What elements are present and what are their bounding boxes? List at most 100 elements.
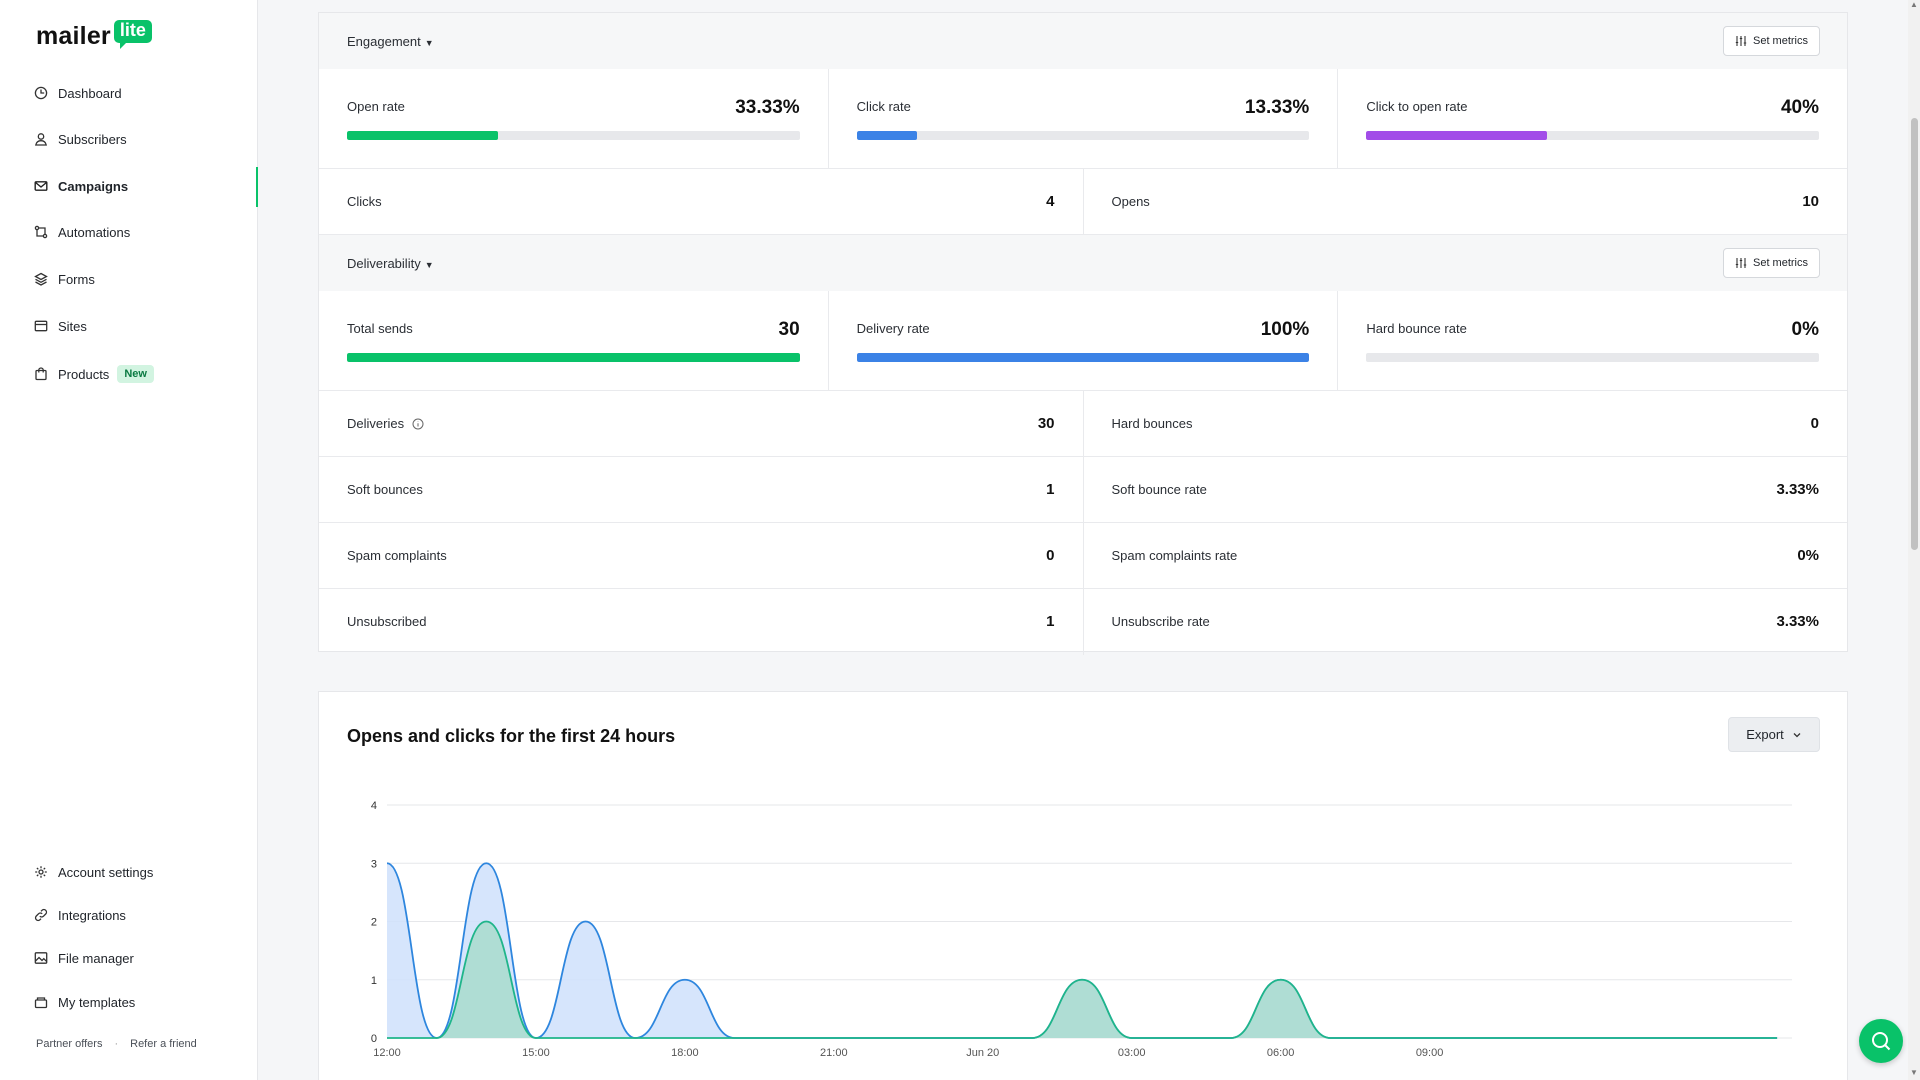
y-tick-label: 0 [371, 1033, 377, 1045]
engagement-title: Engagement [347, 33, 421, 49]
soft-bounce-rate-stat: Soft bounce rate 3.33% [1084, 457, 1848, 522]
mailerlite-logo[interactable]: mailer lite [36, 20, 152, 51]
engagement-dropdown[interactable]: Engagement ▼ [347, 34, 434, 49]
nav-dashboard[interactable]: Dashboard [34, 81, 122, 105]
spam-complaints-rate-stat: Spam complaints rate 0% [1084, 523, 1848, 588]
soft-bounce-rate-value: 3.33% [1776, 481, 1819, 498]
clicks-value: 4 [1046, 193, 1055, 210]
spam-complaints-stat: Spam complaints 0 [319, 523, 1084, 588]
deliverability-rates-row: Total sends 30 Delivery rate 100% Hard b… [319, 291, 1847, 391]
logo-text: mailer [36, 22, 111, 50]
total-sends-bar [347, 353, 800, 362]
opens-clicks-chart-card: Opens and clicks for the first 24 hours … [318, 691, 1848, 1080]
engagement-set-metrics-button[interactable]: Set metrics [1722, 26, 1820, 56]
partner-offers-link[interactable]: Partner offers [36, 1038, 103, 1050]
caret-down-icon: ▼ [424, 37, 434, 48]
deliverability-row-3: Spam complaints 0 Spam complaints rate 0… [319, 523, 1847, 589]
export-button[interactable]: Export [1728, 717, 1820, 752]
export-label: Export [1746, 727, 1784, 742]
deliverability-dropdown[interactable]: Deliverability ▼ [347, 256, 434, 271]
chart-title: Opens and clicks for the first 24 hours [347, 726, 676, 746]
sliders-icon [1735, 258, 1747, 268]
engagement-header: Engagement ▼ Set metrics [319, 13, 1847, 69]
unsubscribe-rate-label: Unsubscribe rate [1111, 614, 1210, 629]
hard-bounce-rate-value: 0% [1791, 319, 1820, 340]
nav-integrations[interactable]: Integrations [34, 903, 126, 927]
nav-account-settings[interactable]: Account settings [34, 860, 153, 884]
deliverability-row-2: Soft bounces 1 Soft bounce rate 3.33% [319, 457, 1847, 523]
nav-products[interactable]: Products New [34, 362, 154, 386]
engagement-rates-row: Open rate 33.33% Click rate 13.33% Click… [319, 69, 1847, 169]
click-rate-value: 13.33% [1244, 97, 1310, 118]
delivery-rate-value: 100% [1260, 319, 1310, 340]
search-chat-icon [1872, 1032, 1891, 1051]
unsubscribed-label: Unsubscribed [347, 614, 427, 629]
nav-forms[interactable]: Forms [34, 267, 95, 291]
template-icon [34, 995, 48, 1009]
total-sends-metric: Total sends 30 [319, 291, 829, 390]
soft-bounces-stat: Soft bounces 1 [319, 457, 1084, 522]
caret-down-icon: ▼ [424, 259, 434, 270]
nav-file-manager[interactable]: File manager [34, 946, 134, 970]
sidebar-footer-links: Partner offers · Refer a friend [36, 1038, 197, 1050]
page-scrollbar[interactable]: ▲ ▼ [1908, 0, 1920, 1080]
nav-products-label: Products [58, 366, 110, 382]
delivery-rate-bar [856, 353, 1310, 362]
x-tick-label: 15:00 [522, 1047, 550, 1059]
unsubscribed-value: 1 [1046, 613, 1055, 630]
image-icon [34, 951, 48, 965]
nav-my-templates[interactable]: My templates [34, 990, 135, 1014]
spam-complaints-rate-value: 0% [1797, 547, 1819, 564]
unsubscribe-rate-stat: Unsubscribe rate 3.33% [1084, 589, 1848, 655]
new-badge: New [117, 365, 154, 383]
support-chat-button[interactable] [1859, 1019, 1903, 1063]
gear-icon [34, 865, 48, 879]
click-rate-metric: Click rate 13.33% [829, 69, 1339, 168]
total-sends-bar-fill [347, 353, 800, 362]
browser-icon [34, 319, 48, 333]
scroll-up-arrow[interactable]: ▲ [1910, 0, 1918, 9]
nav-sites[interactable]: Sites [34, 314, 87, 338]
click-to-open-metric: Click to open rate 40% [1338, 69, 1847, 168]
scroll-down-arrow[interactable]: ▼ [1910, 1068, 1918, 1077]
delivery-rate-metric: Delivery rate 100% [829, 291, 1339, 390]
sidebar: mailer lite Dashboard Subscribers Campai… [0, 0, 258, 1080]
sliders-icon [1735, 36, 1747, 46]
click-rate-bar-fill [856, 131, 917, 140]
nav-subscribers[interactable]: Subscribers [34, 127, 127, 151]
deliverability-set-metrics-button[interactable]: Set metrics [1722, 248, 1820, 278]
dashboard-icon [34, 86, 48, 100]
link-icon [34, 908, 48, 922]
nav-forms-label: Forms [58, 271, 95, 287]
total-sends-label: Total sends [347, 321, 413, 336]
layers-icon [34, 272, 48, 286]
nav-file-manager-label: File manager [58, 950, 134, 966]
open-rate-value: 33.33% [735, 97, 800, 118]
open-rate-metric: Open rate 33.33% [319, 69, 829, 168]
click-rate-bar [856, 131, 1310, 140]
click-to-open-bar [1366, 131, 1820, 140]
nav-subscribers-label: Subscribers [58, 131, 127, 147]
deliveries-label-wrap: Deliveries [347, 416, 424, 431]
scroll-thumb[interactable] [1911, 118, 1918, 550]
unsubscribe-rate-value: 3.33% [1776, 613, 1819, 630]
hard-bounce-rate-label: Hard bounce rate [1366, 321, 1467, 336]
click-to-open-value: 40% [1780, 97, 1820, 118]
nav-campaigns[interactable]: Campaigns [34, 174, 128, 198]
x-tick-label: 03:00 [1118, 1047, 1146, 1059]
y-tick-label: 3 [371, 858, 377, 870]
hard-bounces-label: Hard bounces [1111, 416, 1193, 431]
clicks-label: Clicks [347, 194, 382, 209]
nav-my-templates-label: My templates [58, 994, 136, 1010]
info-icon[interactable] [412, 418, 424, 430]
deliverability-header: Deliverability ▼ Set metrics [319, 235, 1847, 291]
open-rate-bar-fill [347, 131, 498, 140]
deliverability-row-1: Deliveries 30 Hard bounces 0 [319, 391, 1847, 457]
nav-automations[interactable]: Automations [34, 220, 130, 244]
click-to-open-label: Click to open rate [1366, 99, 1468, 114]
nav-dashboard-label: Dashboard [58, 85, 122, 101]
nav-account-settings-label: Account settings [58, 864, 154, 880]
clicks-stat: Clicks 4 [319, 169, 1084, 234]
refer-friend-link[interactable]: Refer a friend [130, 1038, 197, 1050]
spam-complaints-label: Spam complaints [347, 548, 447, 563]
